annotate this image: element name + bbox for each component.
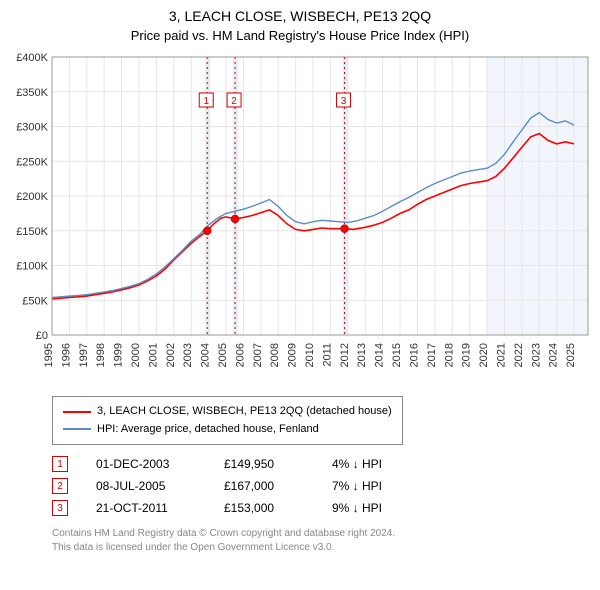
transaction-date: 08-JUL-2005	[96, 479, 196, 493]
svg-text:£50K: £50K	[22, 295, 48, 307]
transaction-diff: 7% ↓ HPI	[332, 479, 412, 493]
svg-text:1997: 1997	[78, 343, 90, 367]
transaction-row: 1 01-DEC-2003 £149,950 4% ↓ HPI	[52, 453, 592, 475]
transaction-date: 21-OCT-2011	[96, 501, 196, 515]
chart-area: £0 £50K £100K £150K £200K £250K £300K £350K £400…	[8, 51, 592, 386]
svg-text:£350K: £350K	[16, 87, 48, 99]
svg-text:2011: 2011	[321, 343, 333, 367]
transaction-date: 01-DEC-2003	[96, 457, 196, 471]
svg-text:£400K: £400K	[16, 52, 48, 64]
legend-item: HPI: Average price, detached house, Fenl…	[63, 421, 392, 439]
svg-text:1996: 1996	[60, 343, 72, 367]
transaction-row: 2 08-JUL-2005 £167,000 7% ↓ HPI	[52, 475, 592, 497]
legend: 3, LEACH CLOSE, WISBECH, PE13 2QQ (detac…	[52, 396, 403, 445]
svg-text:2013: 2013	[356, 343, 368, 367]
svg-text:2025: 2025	[565, 343, 577, 367]
svg-text:£300K: £300K	[16, 122, 48, 134]
svg-text:2019: 2019	[461, 343, 473, 367]
transaction-marker: 2	[52, 478, 68, 494]
svg-text:£0: £0	[36, 330, 48, 342]
svg-text:1999: 1999	[113, 343, 125, 367]
transactions-table: 1 01-DEC-2003 £149,950 4% ↓ HPI 2 08-JUL-2005…	[52, 453, 592, 519]
svg-text:2007: 2007	[252, 343, 264, 367]
svg-text:3: 3	[341, 96, 347, 107]
line-chart-svg: £0 £50K £100K £150K £200K £250K £300K £350K £400…	[8, 51, 592, 381]
svg-text:2010: 2010	[304, 343, 316, 367]
svg-text:2001: 2001	[147, 343, 159, 367]
transaction-marker: 3	[52, 500, 68, 516]
svg-text:2017: 2017	[426, 343, 438, 367]
transaction-row: 3 21-OCT-2011 £153,000 9% ↓ HPI	[52, 497, 592, 519]
chart-container: 3, LEACH CLOSE, WISBECH, PE13 2QQ Price …	[0, 0, 600, 563]
svg-text:2020: 2020	[478, 343, 490, 367]
transaction-marker: 1	[52, 456, 68, 472]
svg-text:2: 2	[231, 96, 237, 107]
svg-text:1998: 1998	[95, 343, 107, 367]
svg-text:2024: 2024	[548, 343, 560, 367]
svg-text:2012: 2012	[339, 343, 351, 367]
svg-text:1: 1	[203, 96, 209, 107]
svg-text:2022: 2022	[513, 343, 525, 367]
attribution-text: Contains HM Land Registry data © Crown c…	[52, 527, 592, 555]
svg-text:2016: 2016	[408, 343, 420, 367]
transaction-price: £167,000	[224, 479, 304, 493]
legend-swatch	[63, 428, 91, 430]
legend-label: 3, LEACH CLOSE, WISBECH, PE13 2QQ (detac…	[97, 403, 392, 421]
svg-text:2021: 2021	[495, 343, 507, 367]
svg-text:2005: 2005	[217, 343, 229, 367]
legend-item: 3, LEACH CLOSE, WISBECH, PE13 2QQ (detac…	[63, 403, 392, 421]
svg-text:£250K: £250K	[16, 156, 48, 168]
svg-text:2002: 2002	[165, 343, 177, 367]
svg-text:2018: 2018	[443, 343, 455, 367]
transaction-price: £149,950	[224, 457, 304, 471]
transaction-diff: 9% ↓ HPI	[332, 501, 412, 515]
legend-label: HPI: Average price, detached house, Fenl…	[97, 421, 319, 439]
svg-text:£150K: £150K	[16, 226, 48, 238]
attribution-line1: Contains HM Land Registry data © Crown c…	[52, 527, 592, 541]
svg-text:2006: 2006	[234, 343, 246, 367]
attribution-line2: This data is licensed under the Open Gov…	[52, 541, 592, 555]
transaction-price: £153,000	[224, 501, 304, 515]
svg-text:2009: 2009	[287, 343, 299, 367]
chart-title: 3, LEACH CLOSE, WISBECH, PE13 2QQ	[8, 8, 592, 24]
svg-text:2004: 2004	[200, 343, 212, 367]
svg-text:1995: 1995	[43, 343, 55, 367]
svg-text:2023: 2023	[530, 343, 542, 367]
svg-text:2015: 2015	[391, 343, 403, 367]
svg-text:2003: 2003	[182, 343, 194, 367]
svg-text:2008: 2008	[269, 343, 281, 367]
chart-subtitle: Price paid vs. HM Land Registry's House …	[8, 28, 592, 43]
svg-text:£200K: £200K	[16, 191, 48, 203]
legend-swatch	[63, 411, 91, 413]
svg-text:2014: 2014	[374, 343, 386, 367]
svg-text:2000: 2000	[130, 343, 142, 367]
transaction-diff: 4% ↓ HPI	[332, 457, 412, 471]
svg-text:£100K: £100K	[16, 261, 48, 273]
